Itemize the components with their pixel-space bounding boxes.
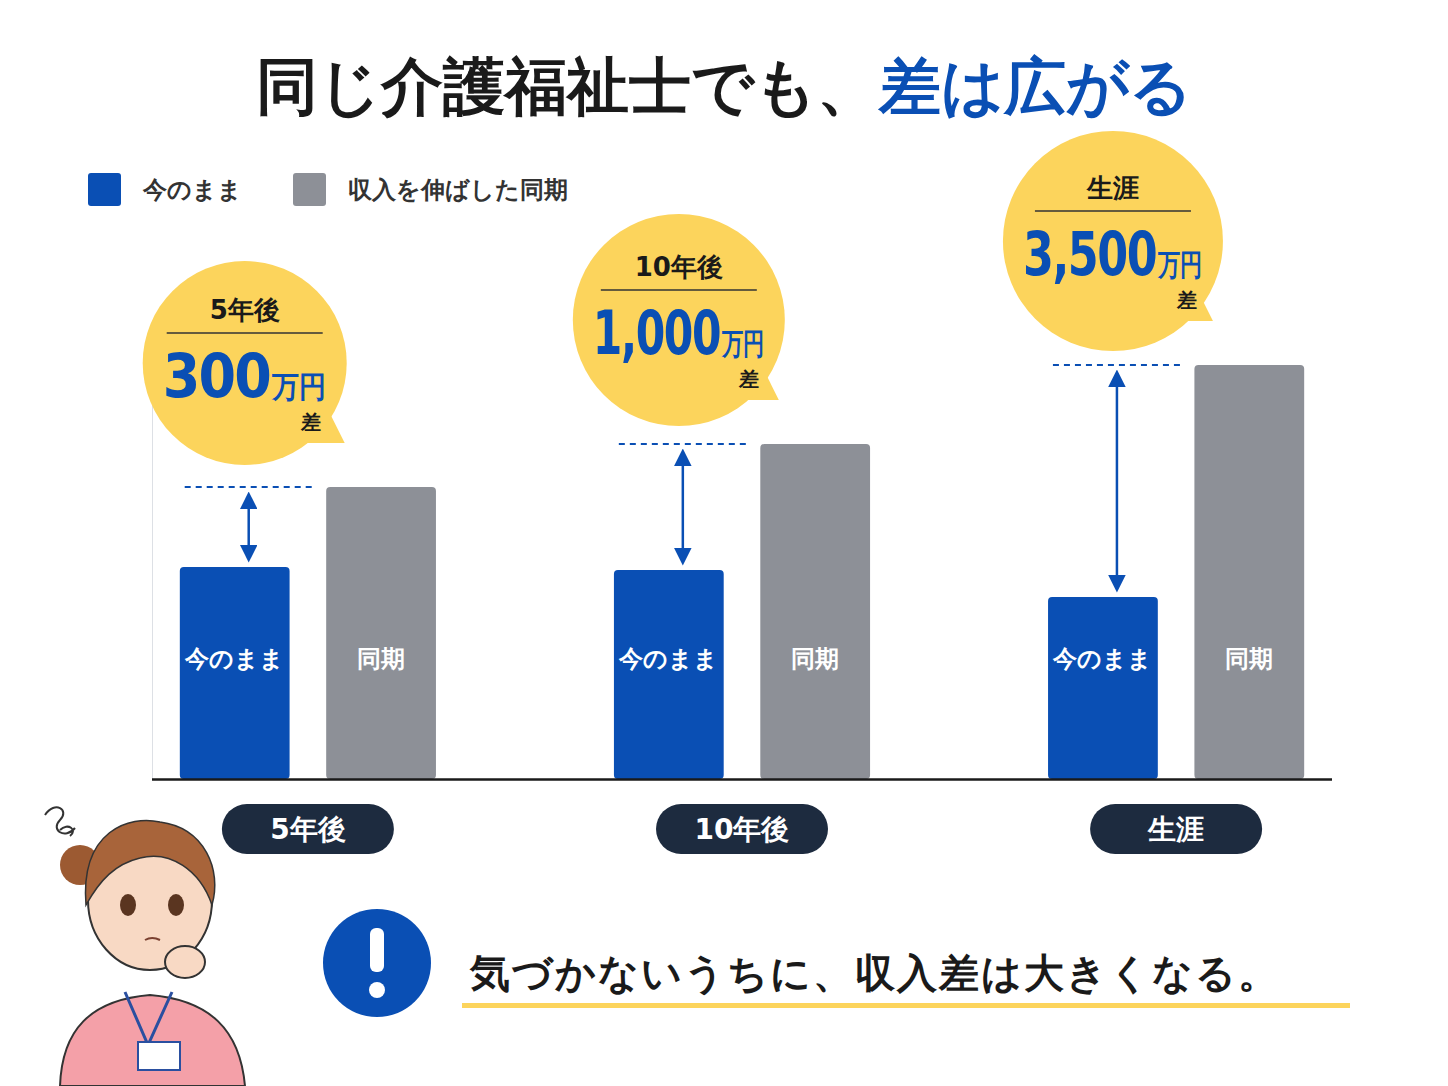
callout-rule (167, 332, 323, 334)
bar-label: 同期 (791, 645, 839, 673)
legend-swatch (293, 173, 326, 206)
x-tick: 10年後 (656, 779, 828, 854)
x-tick-pill (656, 804, 828, 854)
callout-suffix: 差 (300, 410, 321, 434)
caption: 気づかないうちに、収入差は大きくなる。 (469, 950, 1280, 996)
callout-suffix: 差 (1176, 288, 1197, 312)
callout-unit: 万円 (271, 370, 327, 405)
callout-unit: 万円 (721, 326, 764, 361)
x-tick: 生涯 (1090, 779, 1262, 854)
caption-icon (323, 909, 431, 1017)
character-mouth (145, 938, 160, 940)
bar (1048, 597, 1158, 779)
x-tick-label: 生涯 (1147, 813, 1204, 846)
x-tick-pill (1090, 804, 1262, 854)
bar-label: 同期 (357, 645, 405, 673)
gap-guide (1053, 364, 1184, 366)
callout-bubble (1003, 131, 1223, 351)
character-lanyard (125, 992, 172, 1045)
callout-value: 300 (163, 341, 270, 410)
x-axis: 5年後 10年後 生涯 (152, 779, 1332, 854)
character-badge (138, 1042, 180, 1070)
callout-value: 1,000 (593, 299, 720, 368)
bar (180, 567, 290, 779)
character-eye (120, 894, 136, 916)
callout-rule (1035, 210, 1191, 212)
x-tick-label: 5年後 (270, 813, 345, 846)
callout-period: 10年後 (635, 252, 723, 282)
character-body (60, 995, 245, 1086)
callout-value-group: 300万円 (163, 341, 327, 410)
gap-arrow (1116, 373, 1119, 589)
x-tick-label: 10年後 (695, 813, 790, 846)
title-part: 同じ介護福祉士でも、 (256, 50, 879, 123)
icon-circle (323, 909, 431, 1017)
chart-root: 同じ介護福祉士でも、差は広がる今のまま収入を伸ばした同期今のまま今のまま今のまま… (0, 0, 1448, 1086)
character-hair (86, 820, 215, 905)
callout-value: 3,500 (1023, 219, 1156, 288)
callout: 生涯3,500万円差 (1003, 131, 1223, 351)
character (45, 807, 245, 1086)
bar-label: 同期 (1225, 645, 1273, 673)
title-part: 差は広がる (877, 50, 1192, 123)
gap-arrow (247, 495, 250, 559)
callout-rule (601, 289, 757, 291)
bar (614, 570, 724, 779)
bar (326, 487, 436, 779)
character-squiggle (45, 807, 75, 836)
icon-dot (369, 982, 385, 998)
gap-guide (185, 486, 316, 488)
bar-label: 今のまま (618, 645, 718, 673)
icon-bar (370, 928, 384, 972)
character-eye (168, 894, 184, 916)
gap-arrow (682, 452, 685, 562)
gap-guide (619, 443, 750, 445)
callout-suffix: 差 (738, 367, 759, 391)
x-axis-line (152, 778, 1332, 781)
caption-underline (462, 1003, 1350, 1008)
callout-period: 5年後 (210, 295, 280, 325)
x-tick-pill (222, 804, 394, 854)
character-hand (165, 946, 205, 978)
bar (760, 444, 870, 779)
callout-bubble (573, 214, 785, 426)
callout-value-group: 1,000万円 (593, 299, 764, 368)
callout-period: 生涯 (1086, 173, 1139, 203)
bar-label: 今のまま (184, 645, 284, 673)
legend-label: 今のまま (142, 176, 242, 204)
bars (180, 365, 1304, 779)
callout-bubble (143, 261, 347, 465)
legend-item: 収入を伸ばした同期 (293, 173, 568, 206)
legend-swatch (88, 173, 121, 206)
callout-unit: 万円 (1157, 247, 1202, 282)
bar (1194, 365, 1304, 779)
chart-svg: 同じ介護福祉士でも、差は広がる今のまま収入を伸ばした同期今のまま今のまま今のまま… (0, 0, 1448, 1086)
legend-label: 収入を伸ばした同期 (348, 176, 568, 204)
legend-item: 今のまま (88, 173, 242, 206)
x-tick: 5年後 (222, 779, 394, 854)
title: 同じ介護福祉士でも、差は広がる (256, 50, 1192, 123)
bar-label: 今のまま (1052, 645, 1152, 673)
callout: 10年後1,000万円差 (573, 214, 785, 426)
callout: 5年後300万円差 (143, 261, 347, 465)
callout-value-group: 3,500万円 (1023, 219, 1202, 288)
